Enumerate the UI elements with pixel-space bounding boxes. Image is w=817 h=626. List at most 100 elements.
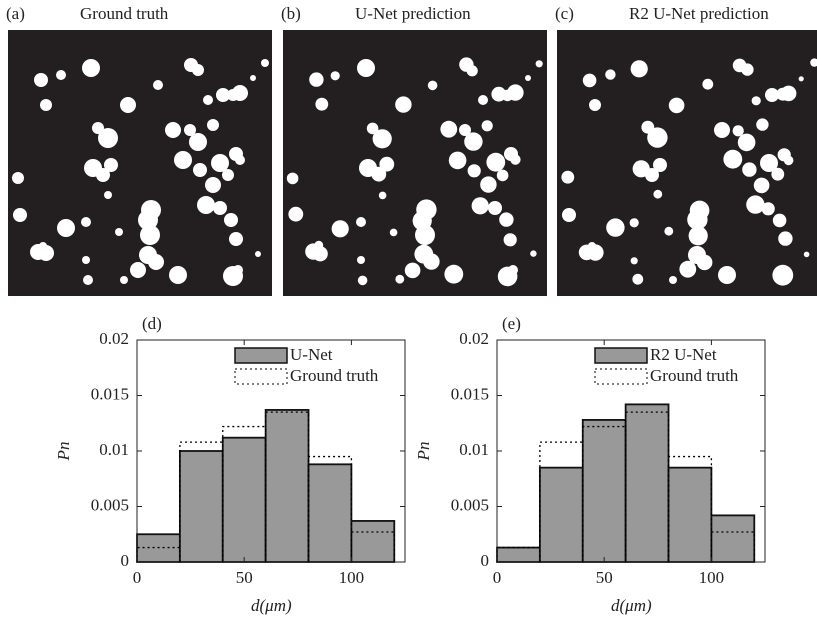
particle xyxy=(415,225,435,245)
particle xyxy=(472,197,489,214)
particle xyxy=(752,96,761,105)
panel-label: (b) xyxy=(281,4,301,23)
y-tick-label: 0.01 xyxy=(459,440,489,459)
x-tick-label: 50 xyxy=(596,568,613,587)
particle xyxy=(480,176,496,192)
particle xyxy=(193,163,207,177)
particle xyxy=(486,153,505,172)
y-tick-label: 0.005 xyxy=(451,495,489,514)
particle xyxy=(390,229,398,237)
particle xyxy=(379,192,387,200)
particle xyxy=(235,155,245,165)
particle xyxy=(510,154,520,164)
particle xyxy=(104,191,112,199)
page: (a)Ground truth(b)U-Net prediction(c)R2 … xyxy=(0,0,817,626)
particle xyxy=(478,95,488,105)
particle xyxy=(82,256,90,264)
particle xyxy=(561,171,574,184)
particle xyxy=(653,158,667,172)
particle xyxy=(224,213,238,227)
y-axis-label: Pn xyxy=(414,442,433,462)
x-tick-label: 0 xyxy=(493,568,502,587)
particle xyxy=(148,254,164,270)
particle xyxy=(778,231,792,245)
y-axis-label: Pn xyxy=(54,442,73,462)
particle xyxy=(606,218,624,236)
bar xyxy=(626,404,669,562)
particle xyxy=(287,173,299,185)
particle xyxy=(153,80,163,90)
particle xyxy=(250,75,256,81)
figure: (a)Ground truth(b)U-Net prediction(c)R2 … xyxy=(0,0,817,626)
particle xyxy=(358,276,368,286)
particle xyxy=(742,162,756,176)
y-tick-label: 0 xyxy=(121,551,130,570)
panel-title: Ground truth xyxy=(80,4,169,23)
particle xyxy=(288,207,303,222)
particle xyxy=(536,60,543,67)
particle xyxy=(507,84,523,100)
y-tick-label: 0.02 xyxy=(99,329,129,348)
particle xyxy=(664,227,673,236)
legend-swatch xyxy=(595,369,647,384)
particle xyxy=(499,212,513,226)
particle xyxy=(587,244,603,260)
bar xyxy=(180,451,223,562)
particle xyxy=(653,190,662,199)
particle xyxy=(331,71,340,80)
particle xyxy=(464,132,482,150)
legend-swatch xyxy=(595,348,647,363)
y-tick-label: 0.005 xyxy=(91,495,129,514)
particle xyxy=(669,98,685,114)
legend-swatch xyxy=(235,348,287,363)
particle xyxy=(104,158,118,172)
particle xyxy=(562,208,576,222)
particle xyxy=(733,125,744,136)
bar xyxy=(351,521,394,562)
particle xyxy=(332,220,349,237)
legend-label: R2 U-Net xyxy=(650,345,717,364)
particle xyxy=(40,99,52,111)
particle xyxy=(255,251,261,257)
particle xyxy=(468,164,481,177)
particle xyxy=(313,246,328,261)
particle xyxy=(718,266,736,284)
particle xyxy=(605,69,615,79)
x-tick-label: 100 xyxy=(699,568,725,587)
particle xyxy=(229,232,243,246)
particle xyxy=(309,72,323,86)
panel-label: (a) xyxy=(6,4,25,23)
particle xyxy=(804,252,810,258)
particle xyxy=(203,95,213,105)
particle xyxy=(714,122,730,138)
legend-label: U-Net xyxy=(290,345,333,364)
particle xyxy=(223,266,243,286)
particle xyxy=(697,255,713,271)
bar xyxy=(223,438,266,562)
y-tick-label: 0.01 xyxy=(99,440,129,459)
legend-label: Ground truth xyxy=(650,366,739,385)
particle xyxy=(379,157,394,172)
particle xyxy=(405,263,421,279)
particle xyxy=(357,59,375,77)
bar xyxy=(540,468,583,562)
y-tick-label: 0.015 xyxy=(451,384,489,403)
particle xyxy=(449,152,467,170)
particle xyxy=(82,59,100,77)
particle xyxy=(165,122,181,138)
particle xyxy=(81,217,91,227)
particle xyxy=(120,276,128,284)
particle xyxy=(738,134,756,152)
x-tick-label: 100 xyxy=(339,568,365,587)
particle xyxy=(57,219,75,237)
particle xyxy=(754,178,770,194)
particle xyxy=(530,250,536,256)
particle xyxy=(772,265,793,286)
particle xyxy=(784,156,794,166)
particle xyxy=(589,99,601,111)
bar xyxy=(266,410,309,562)
particle xyxy=(83,275,93,285)
panel-label: (c) xyxy=(555,4,574,23)
y-tick-label: 0 xyxy=(481,551,490,570)
particle xyxy=(741,63,753,75)
